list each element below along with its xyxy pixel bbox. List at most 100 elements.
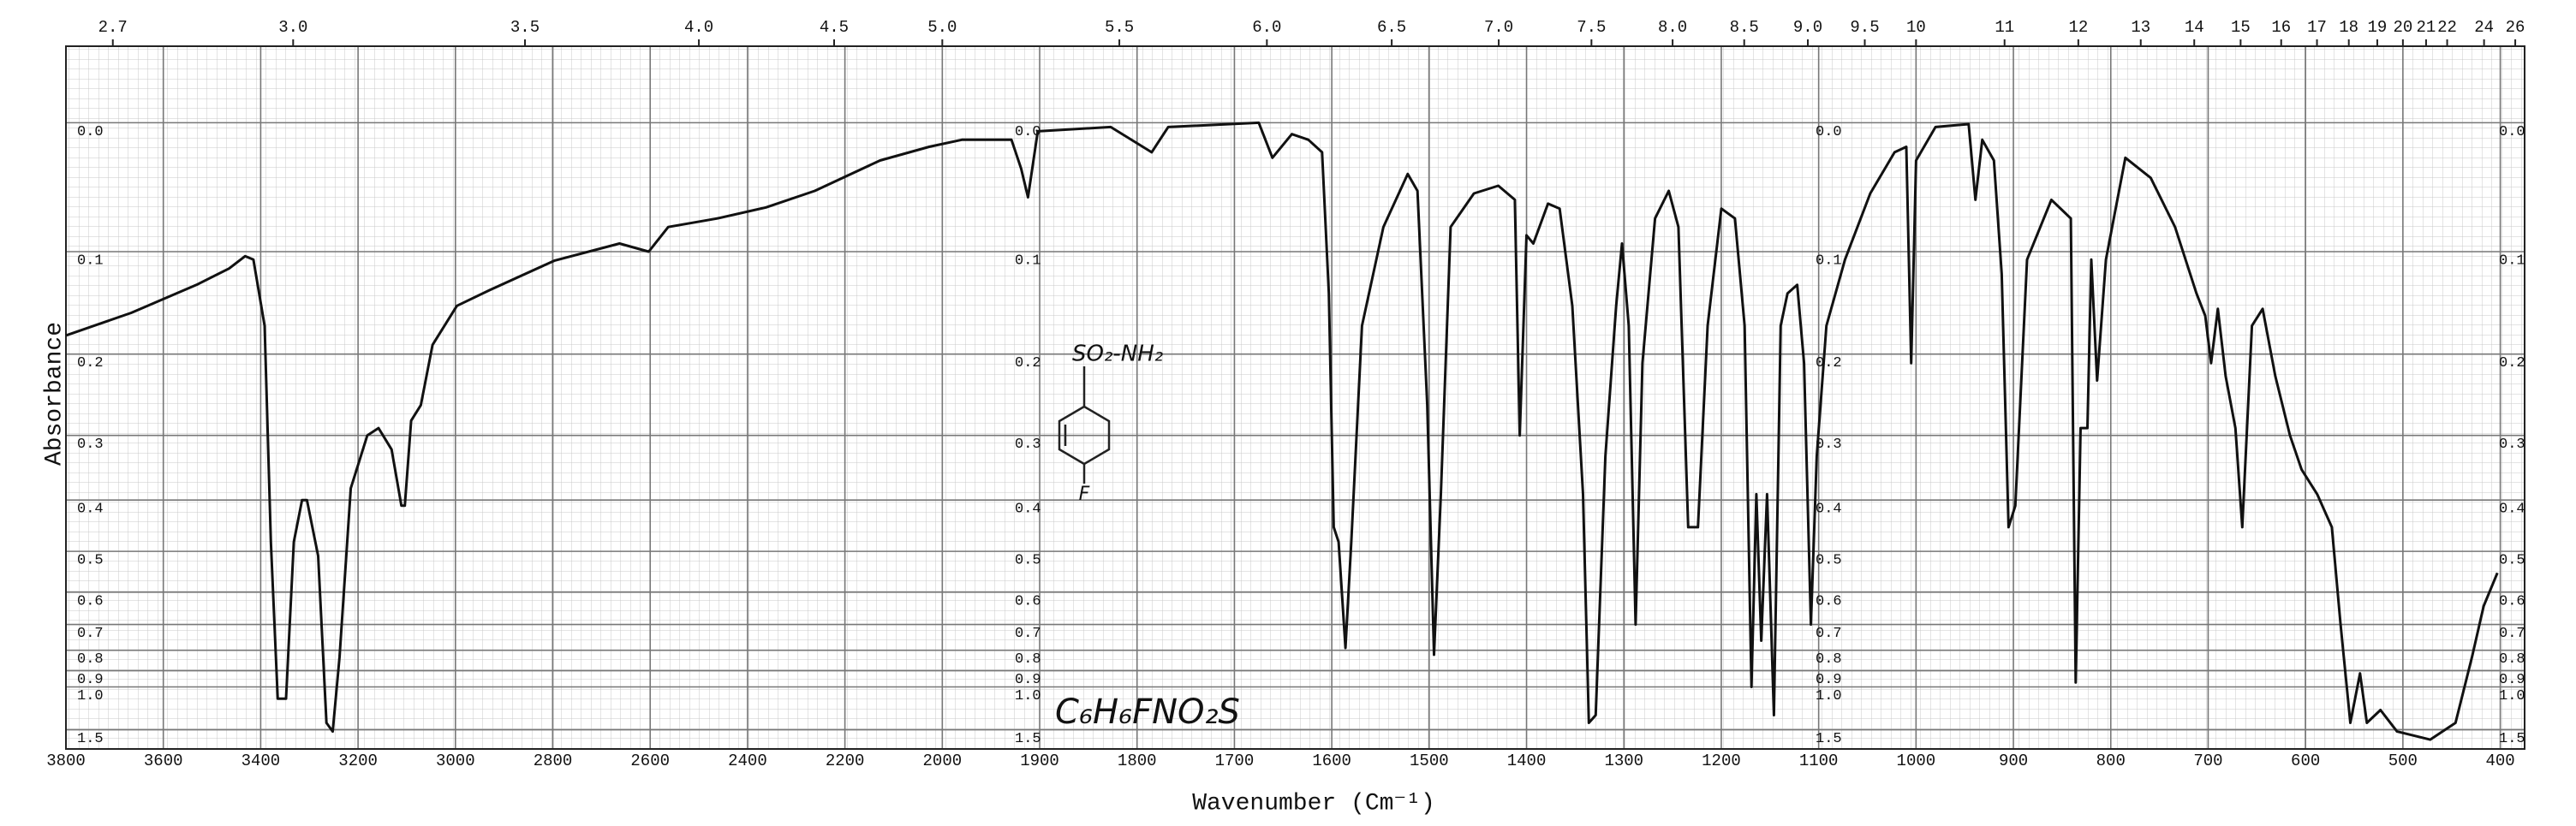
x-tick-label: 3200 — [338, 752, 378, 770]
y-tick-label: 1.5 — [1816, 731, 1842, 747]
y-tick-label: 0.0 — [1816, 124, 1842, 140]
x-tick-label: 2200 — [826, 752, 865, 770]
x2-tick-label: 15 — [2231, 18, 2251, 37]
x2-tick-label: 6.0 — [1252, 18, 1281, 37]
x-tick-label: 1500 — [1410, 752, 1449, 770]
para-label: F — [1079, 484, 1090, 505]
x2-tick-label: 10 — [1906, 18, 1926, 37]
y-tick-label: 0.5 — [77, 553, 104, 569]
y-tick-label: 0.7 — [2499, 626, 2525, 642]
x-tick-label: 1400 — [1507, 752, 1547, 770]
y-tick-label: 0.5 — [1015, 553, 1041, 569]
y-tick-label: 0.8 — [1015, 651, 1041, 668]
x-tick-label: 3600 — [144, 752, 183, 770]
x-tick-label: 600 — [2291, 752, 2320, 770]
x-tick-label: 700 — [2193, 752, 2222, 770]
x2-tick-label: 14 — [2185, 18, 2204, 37]
y-tick-label: 0.4 — [2499, 502, 2525, 518]
x-tick-label: 900 — [1999, 752, 2028, 770]
y-tick-label: 1.5 — [77, 731, 104, 747]
y-tick-label: 0.1 — [77, 253, 104, 269]
y-tick-label: 0.5 — [2499, 553, 2525, 569]
y-axis-title: Absorbance — [41, 322, 68, 466]
y-tick-label: 0.9 — [1015, 672, 1041, 688]
y-tick-label: 1.0 — [77, 688, 104, 704]
structure-drawing — [1058, 366, 1111, 484]
x2-tick-label: 19 — [2368, 18, 2388, 37]
y-tick-label: 1.5 — [2499, 731, 2525, 747]
graph-paper — [66, 46, 2525, 749]
x-tick-label: 2600 — [630, 752, 670, 770]
x-tick-label: 2400 — [728, 752, 767, 770]
plot-area — [65, 121, 2499, 741]
plot-frame — [65, 45, 2525, 750]
substituent-label: SO₂-NH₂ — [1072, 342, 1163, 367]
y-tick-label: 1.0 — [1015, 688, 1041, 704]
y-tick-label: 0.0 — [2499, 124, 2525, 140]
y-tick-label: 1.5 — [1015, 731, 1041, 747]
x-tick-label: 1900 — [1020, 752, 1059, 770]
y-tick-label: 0.8 — [2499, 651, 2525, 668]
x2-tick-label: 5.5 — [1105, 18, 1134, 37]
x2-tick-label: 9.5 — [1850, 18, 1879, 37]
x-tick-label: 1700 — [1215, 752, 1255, 770]
x-tick-label: 2000 — [923, 752, 963, 770]
x2-tick-label: 9.0 — [1793, 18, 1822, 37]
x2-tick-label: 8.5 — [1730, 18, 1759, 37]
y-tick-label: 1.0 — [2499, 688, 2525, 704]
y-tick-label: 0.6 — [77, 593, 104, 609]
y-tick-label: 0.1 — [1015, 253, 1041, 269]
y-tick-label: 0.7 — [77, 626, 104, 642]
x-tick-label: 500 — [2388, 752, 2418, 770]
x2-tick-label: 22 — [2437, 18, 2457, 37]
y-tick-label: 0.2 — [1015, 355, 1041, 371]
x-tick-label: 1100 — [1799, 752, 1839, 770]
x2-tick-label: 24 — [2474, 18, 2494, 37]
x-tick-label: 2800 — [534, 752, 573, 770]
y-tick-label: 0.9 — [2499, 672, 2525, 688]
y-tick-label: 0.8 — [1816, 651, 1842, 668]
x-tick-label: 3800 — [46, 752, 86, 770]
y-tick-label: 0.1 — [1816, 253, 1842, 269]
y-tick-label: 0.6 — [2499, 593, 2525, 609]
x2-tick-label: 2.7 — [98, 18, 128, 37]
formula: C₆H₆FNO₂S — [1055, 692, 1240, 732]
x-tick-label: 1200 — [1702, 752, 1741, 770]
x-tick-label: 1300 — [1604, 752, 1643, 770]
y-tick-label: 1.0 — [1816, 688, 1842, 704]
x2-tick-label: 7.5 — [1577, 18, 1606, 37]
y-tick-label: 0.4 — [1816, 502, 1842, 518]
x2-tick-label: 6.5 — [1377, 18, 1406, 37]
y-tick-label: 0.9 — [1816, 672, 1842, 688]
x-tick-label: 1600 — [1312, 752, 1351, 770]
y-tick-label: 0.3 — [77, 437, 104, 453]
x2-tick-label: 11 — [1995, 18, 2014, 37]
x2-tick-label: 13 — [2131, 18, 2150, 37]
y-tick-label: 0.7 — [1015, 626, 1041, 642]
x-tick-label: 3000 — [436, 752, 475, 770]
x2-tick-label: 8.0 — [1658, 18, 1687, 37]
x-tick-label: 400 — [2485, 752, 2514, 770]
x2-tick-label: 12 — [2068, 18, 2088, 37]
y-tick-label: 0.2 — [2499, 355, 2525, 371]
y-tick-label: 0.3 — [2499, 437, 2525, 453]
spectrum-line — [65, 121, 2499, 741]
y-tick-label: 0.5 — [1816, 553, 1842, 569]
y-tick-label: 0.0 — [77, 124, 104, 140]
x2-tick-label: 7.0 — [1484, 18, 1513, 37]
y-tick-label: 0.3 — [1816, 437, 1842, 453]
x-tick-label: 3400 — [242, 752, 281, 770]
x-tick-label: 800 — [2096, 752, 2126, 770]
x2-tick-label: 21 — [2417, 18, 2436, 37]
x2-tick-label: 17 — [2307, 18, 2327, 37]
x2-tick-label: 26 — [2506, 18, 2525, 37]
x2-tick-label: 18 — [2339, 18, 2358, 37]
y-tick-label: 0.2 — [1816, 355, 1842, 371]
x2-tick-label: 20 — [2393, 18, 2412, 37]
labels: 0.0 0.0 0.0 0.0 0.1 0.1 0.1 0.1 0.2 0.2 0.2 0.2 0.3 0… — [46, 18, 2525, 770]
y-tick-label: 0.6 — [1816, 593, 1842, 609]
x2-tick-label: 4.5 — [820, 18, 849, 37]
x-tick-label: 1000 — [1897, 752, 1936, 770]
